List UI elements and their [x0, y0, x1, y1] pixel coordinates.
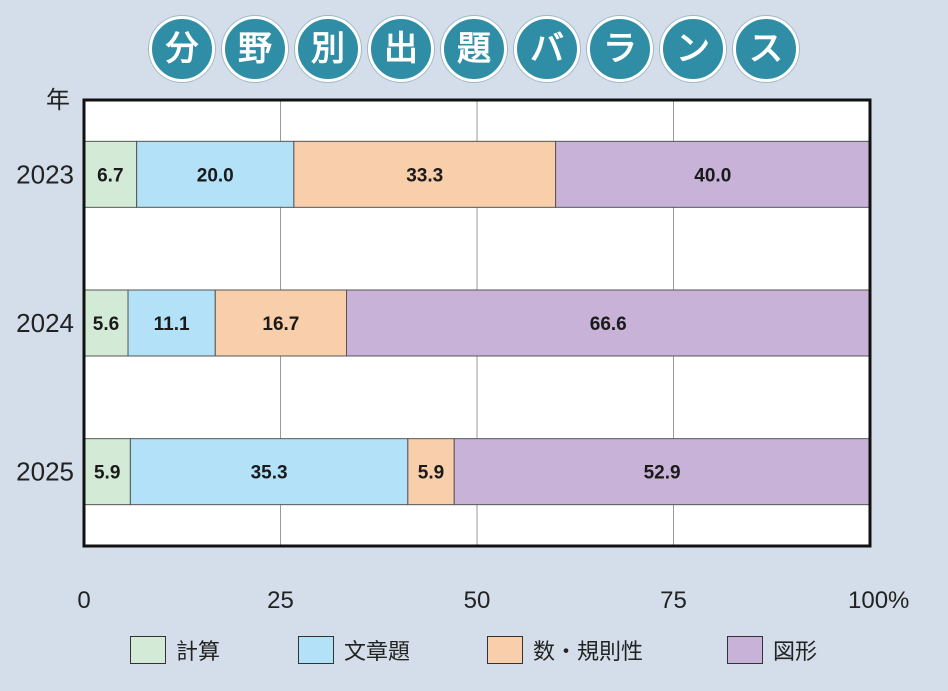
x-tick-label: 100% — [848, 587, 909, 614]
legend-swatch — [727, 636, 763, 664]
title-char: 別 — [295, 16, 361, 82]
title-char: ス — [733, 16, 799, 82]
x-tick-label: 25 — [267, 587, 294, 614]
data-label: 40.0 — [694, 165, 731, 186]
bar-segment — [127, 289, 216, 357]
legend-item: 数・規則性 — [487, 634, 643, 666]
plot-frame — [82, 98, 872, 548]
title-char: バ — [514, 16, 580, 82]
bar-segment — [346, 289, 871, 357]
bar-segment — [293, 140, 557, 208]
legend: 計算 文章題 数・規則性 図形 — [0, 634, 948, 668]
title-char: ン — [660, 16, 726, 82]
data-label: 33.3 — [406, 165, 443, 186]
bar-segment — [136, 140, 295, 208]
bar-segment — [407, 438, 455, 506]
data-label: 16.7 — [262, 314, 299, 335]
data-label: 5.9 — [418, 463, 444, 484]
chart-title: 分野別出題バランス — [0, 16, 948, 82]
data-label: 35.3 — [251, 463, 288, 484]
bar-segment — [83, 438, 131, 506]
y-tick-label: 2023 — [16, 159, 74, 189]
bar-segment — [83, 140, 138, 208]
data-label: 6.7 — [97, 165, 123, 186]
y-tick-label: 2024 — [16, 308, 74, 338]
legend-label: 図形 — [773, 640, 818, 665]
title-char: 題 — [441, 16, 507, 82]
legend-swatch — [298, 636, 334, 664]
x-tick-label: 50 — [464, 587, 491, 614]
legend-swatch — [130, 636, 166, 664]
data-label: 20.0 — [197, 165, 234, 186]
data-label: 66.6 — [590, 314, 627, 335]
bar-segment — [83, 289, 129, 357]
title-char: 出 — [368, 16, 434, 82]
data-label: 11.1 — [154, 314, 190, 335]
legend-label: 計算 — [176, 640, 221, 665]
title-char: 分 — [149, 16, 215, 82]
legend-label: 数・規則性 — [533, 640, 644, 665]
title-char: ラ — [587, 16, 653, 82]
legend-swatch — [487, 636, 523, 664]
data-label: 5.9 — [94, 463, 120, 484]
y-tick-label: 2025 — [16, 457, 74, 487]
data-label: 5.6 — [93, 314, 119, 335]
bar-segment — [555, 140, 871, 208]
bar-segment — [129, 438, 409, 506]
bar-segment — [214, 289, 348, 357]
legend-item: 図形 — [727, 634, 817, 666]
title-char: 野 — [222, 16, 288, 82]
x-tick-label: 75 — [660, 587, 687, 614]
x-tick-label: 0 — [77, 587, 90, 614]
legend-label: 文章題 — [344, 640, 411, 665]
y-axis-label: 年 — [46, 87, 70, 114]
legend-item: 計算 — [130, 634, 220, 666]
legend-item: 文章題 — [298, 634, 410, 666]
data-label: 52.9 — [644, 463, 681, 484]
